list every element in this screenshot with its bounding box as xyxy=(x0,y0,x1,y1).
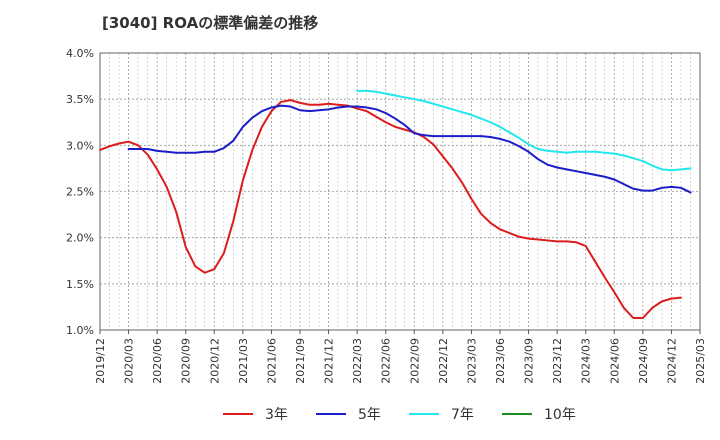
x-tick-label: 2022/03 xyxy=(351,338,364,384)
x-tick-label: 2021/06 xyxy=(265,338,278,384)
y-tick-label: 3.5% xyxy=(66,93,94,106)
legend-label: 5年 xyxy=(358,407,381,423)
x-tick-label: 2021/09 xyxy=(294,338,307,384)
x-tick-label: 2025/03 xyxy=(694,338,707,384)
x-tick-label: 2023/09 xyxy=(523,338,536,384)
y-tick-label: 2.5% xyxy=(66,186,94,199)
x-tick-label: 2019/12 xyxy=(94,338,107,384)
legend-label: 10年 xyxy=(544,407,576,423)
x-tick-label: 2023/12 xyxy=(551,338,564,384)
x-tick-label: 2024/12 xyxy=(665,338,678,384)
y-tick-label: 3.0% xyxy=(66,139,94,152)
y-tick-label: 2.0% xyxy=(66,232,94,245)
x-tick-label: 2023/03 xyxy=(465,338,478,384)
x-tick-label: 2020/09 xyxy=(180,338,193,384)
x-tick-label: 2020/12 xyxy=(208,338,221,384)
plot-frame xyxy=(99,52,701,331)
series-line xyxy=(356,89,692,172)
x-tick-label: 2021/12 xyxy=(323,338,336,384)
series-line xyxy=(99,99,682,319)
legend-label: 7年 xyxy=(451,407,474,423)
x-tick-label: 2023/06 xyxy=(494,338,507,384)
x-tick-label: 2020/06 xyxy=(151,338,164,384)
chart-title: [3040] ROAの標準偏差の推移 xyxy=(102,14,319,32)
series-line xyxy=(127,104,692,194)
y-tick-label: 1.0% xyxy=(66,324,94,337)
y-tick-label: 4.0% xyxy=(66,47,94,60)
x-tick-label: 2024/03 xyxy=(580,338,593,384)
x-tick-label: 2022/09 xyxy=(408,338,421,384)
x-tick-label: 2020/03 xyxy=(123,338,136,384)
x-tick-label: 2024/06 xyxy=(608,338,621,384)
x-tick-label: 2022/06 xyxy=(380,338,393,384)
y-tick-label: 1.5% xyxy=(66,278,94,291)
x-tick-label: 2022/12 xyxy=(437,338,450,384)
x-tick-label: 2021/03 xyxy=(237,338,250,384)
x-tick-label: 2024/09 xyxy=(637,338,650,384)
legend-label: 3年 xyxy=(265,407,288,423)
